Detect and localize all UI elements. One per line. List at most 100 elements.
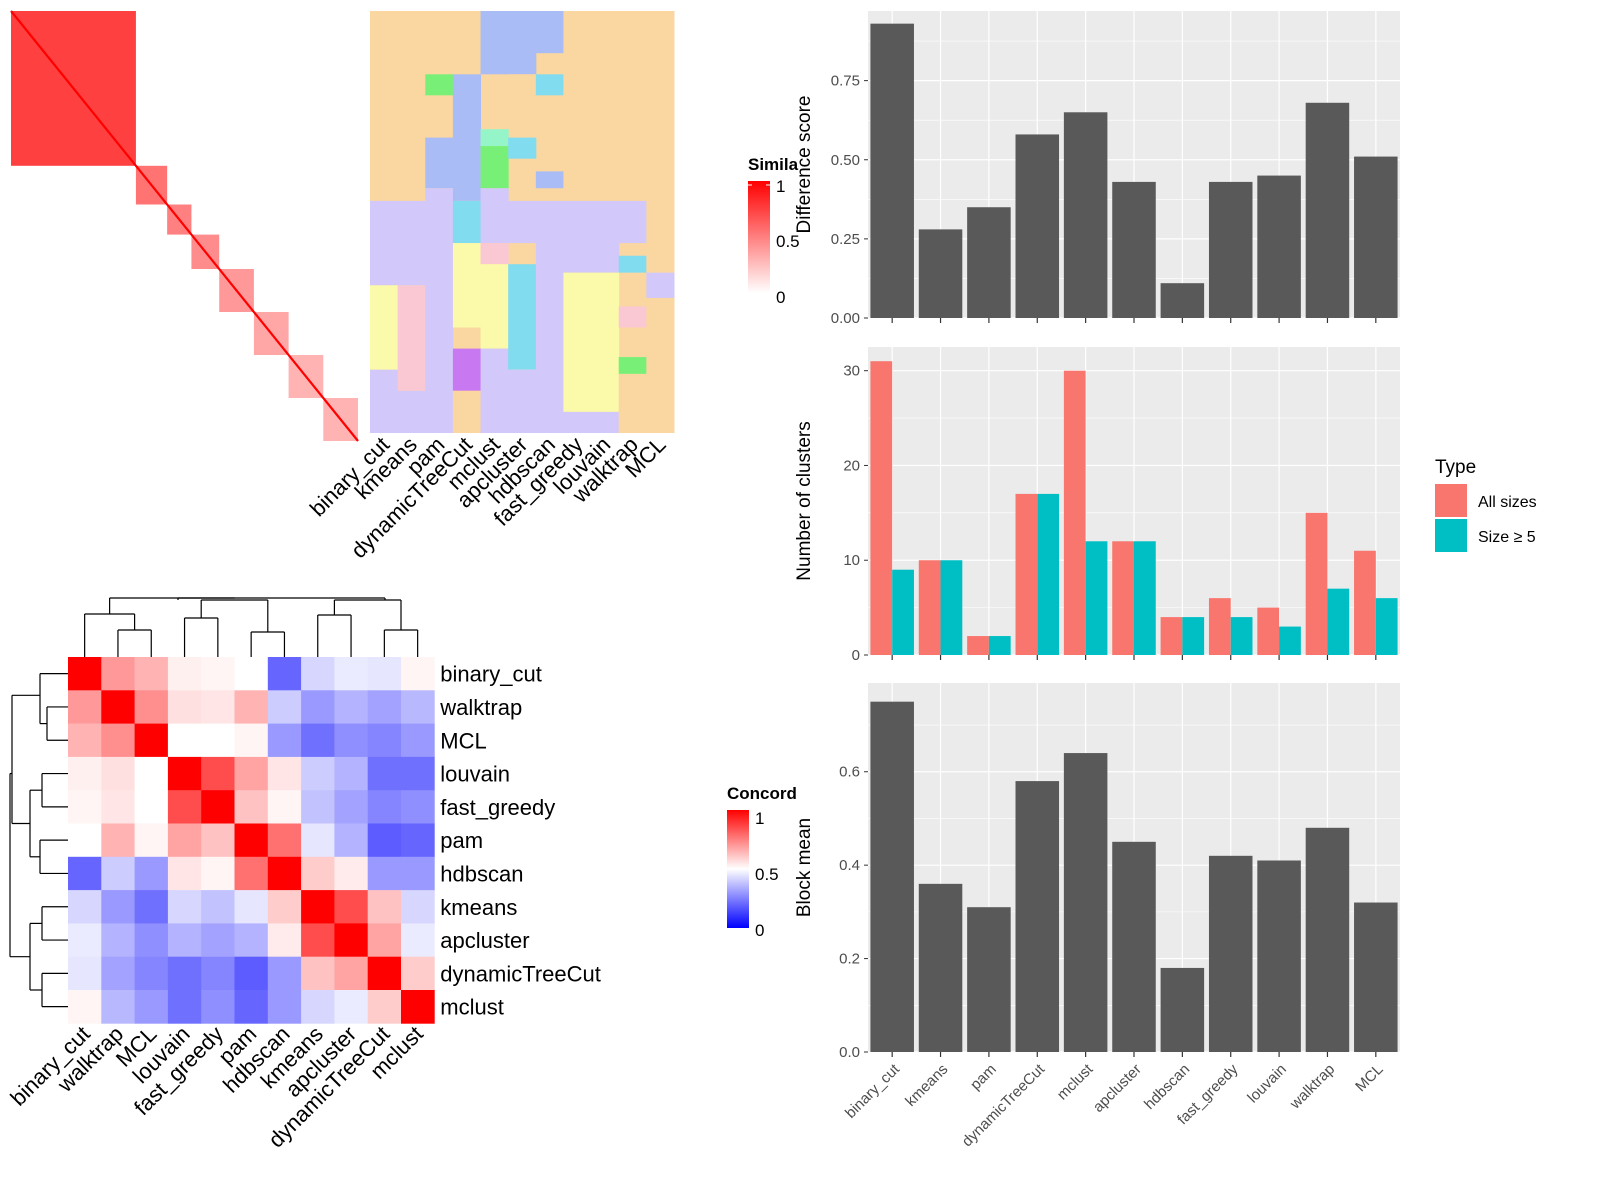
- concordance-cell: [234, 990, 269, 1024]
- x-tick-label: walktrap: [1286, 1061, 1338, 1113]
- label-segment: [646, 11, 675, 273]
- y-tick-label: 0.2: [839, 951, 860, 968]
- x-tick-label: mclust: [1054, 1060, 1097, 1103]
- label-segment: [480, 264, 509, 349]
- concordance-cell: [201, 823, 235, 858]
- concordance-row-label: pam: [440, 828, 483, 853]
- label-segment: [535, 171, 564, 189]
- concordance-cell: [167, 723, 202, 758]
- cluster-count-bar: [918, 560, 941, 655]
- label-segment: [591, 11, 620, 201]
- concordance-cell: [334, 690, 369, 724]
- similarity-legend-tick-high: 1: [776, 177, 785, 196]
- concordance-cell: [101, 657, 135, 691]
- label-segment: [370, 369, 399, 433]
- concordance-row-label: dynamicTreeCut: [440, 961, 601, 986]
- concordance-cell: [101, 756, 135, 791]
- value-bar: [1208, 855, 1253, 1052]
- concordance-cell: [134, 756, 169, 791]
- type-legend-label: Size ≥ 5: [1478, 529, 1536, 546]
- label-segment: [425, 137, 454, 189]
- concordance-cell: [201, 756, 235, 791]
- concordance-cell: [68, 956, 102, 991]
- concordance-cell: [68, 790, 102, 824]
- concordance-cell: [101, 690, 135, 724]
- label-segment: [480, 146, 509, 189]
- label-segment: [618, 306, 647, 328]
- concordance-legend-title: Concord: [727, 784, 797, 803]
- concordance-cell: [201, 690, 235, 724]
- cluster-count-bar: [1112, 541, 1134, 655]
- y-tick-label: 0.50: [831, 152, 860, 169]
- concordance-cell: [201, 790, 235, 824]
- concordance-cell: [367, 690, 402, 724]
- cluster-count-bar: [870, 361, 893, 655]
- type-legend-swatch: [1435, 519, 1467, 552]
- y-tick-label: 0.25: [831, 231, 860, 248]
- concordance-cell: [134, 956, 169, 991]
- similarity-legend-tick-mid: 0.5: [776, 232, 800, 251]
- label-segment: [563, 11, 592, 201]
- label-segment: [397, 285, 426, 391]
- concordance-cell: [301, 790, 335, 824]
- value-bar: [1015, 781, 1060, 1052]
- concordance-cell: [267, 823, 302, 858]
- concordance-cell: [301, 657, 335, 691]
- label-segment: [425, 74, 454, 96]
- concordance-cell: [167, 923, 202, 958]
- y-tick-label: 0.6: [839, 764, 860, 781]
- concordance-cell: [167, 956, 202, 991]
- concordance-row-labels: binary_cut walktrap MCL louvain fast_greedyp…: [439, 662, 601, 1020]
- concordance-cell: [134, 823, 169, 858]
- concordance-cell: [334, 856, 369, 891]
- concordance-cell: [201, 956, 235, 991]
- value-bar: [1063, 112, 1108, 318]
- value-bar: [918, 883, 963, 1052]
- concordance-cell: [234, 723, 269, 758]
- concordance-cell: [267, 890, 302, 924]
- concordance-cell: [267, 690, 302, 724]
- concordance-cell: [134, 990, 169, 1024]
- concordance-cell: [134, 923, 169, 958]
- label-segment: [397, 200, 426, 286]
- cluster-count-bar: [940, 560, 963, 655]
- label-segment: [618, 200, 647, 244]
- concordance-cell: [101, 890, 135, 924]
- concordance-cell: [301, 856, 335, 891]
- x-tick-label: dynamicTreeCut: [959, 1060, 1049, 1150]
- concordance-legend-tick-high: 1: [755, 809, 764, 828]
- value-bar: [1112, 181, 1156, 318]
- concordance-cell: [68, 990, 102, 1024]
- concordance-cell: [234, 756, 269, 791]
- concordance-row-label: hdbscan: [440, 861, 523, 886]
- cluster-count-bar: [1327, 588, 1350, 655]
- concordance-cell: [267, 990, 302, 1024]
- concordance-cell: [201, 890, 235, 924]
- concordance-cell: [334, 956, 369, 991]
- concordance-cell: [101, 856, 135, 891]
- concordance-cell: [367, 856, 402, 891]
- label-segment: [452, 243, 482, 328]
- cluster-count-bar: [1208, 598, 1231, 655]
- concordance-cell: [401, 823, 435, 858]
- concordance-cell: [167, 856, 202, 891]
- concordance-cell: [301, 990, 335, 1024]
- label-segment: [508, 137, 537, 159]
- value-bar: [1354, 156, 1398, 318]
- value-bar: [967, 907, 1011, 1052]
- concordance-cell: [68, 923, 102, 958]
- concordance-cell: [201, 723, 235, 758]
- cluster-count-bar: [1085, 541, 1108, 655]
- y-tick-label: 0.00: [831, 310, 860, 327]
- label-segment: [646, 297, 675, 433]
- concordance-cell: [301, 690, 335, 724]
- label-segment: [508, 200, 537, 244]
- label-segment: [535, 95, 564, 138]
- concordance-row-label: MCL: [440, 728, 486, 753]
- concordance-cell: [134, 690, 169, 724]
- label-segment: [370, 200, 399, 286]
- cluster-count-bar: [1015, 493, 1038, 655]
- concordance-cell: [334, 657, 369, 691]
- concordance-cell: [101, 723, 135, 758]
